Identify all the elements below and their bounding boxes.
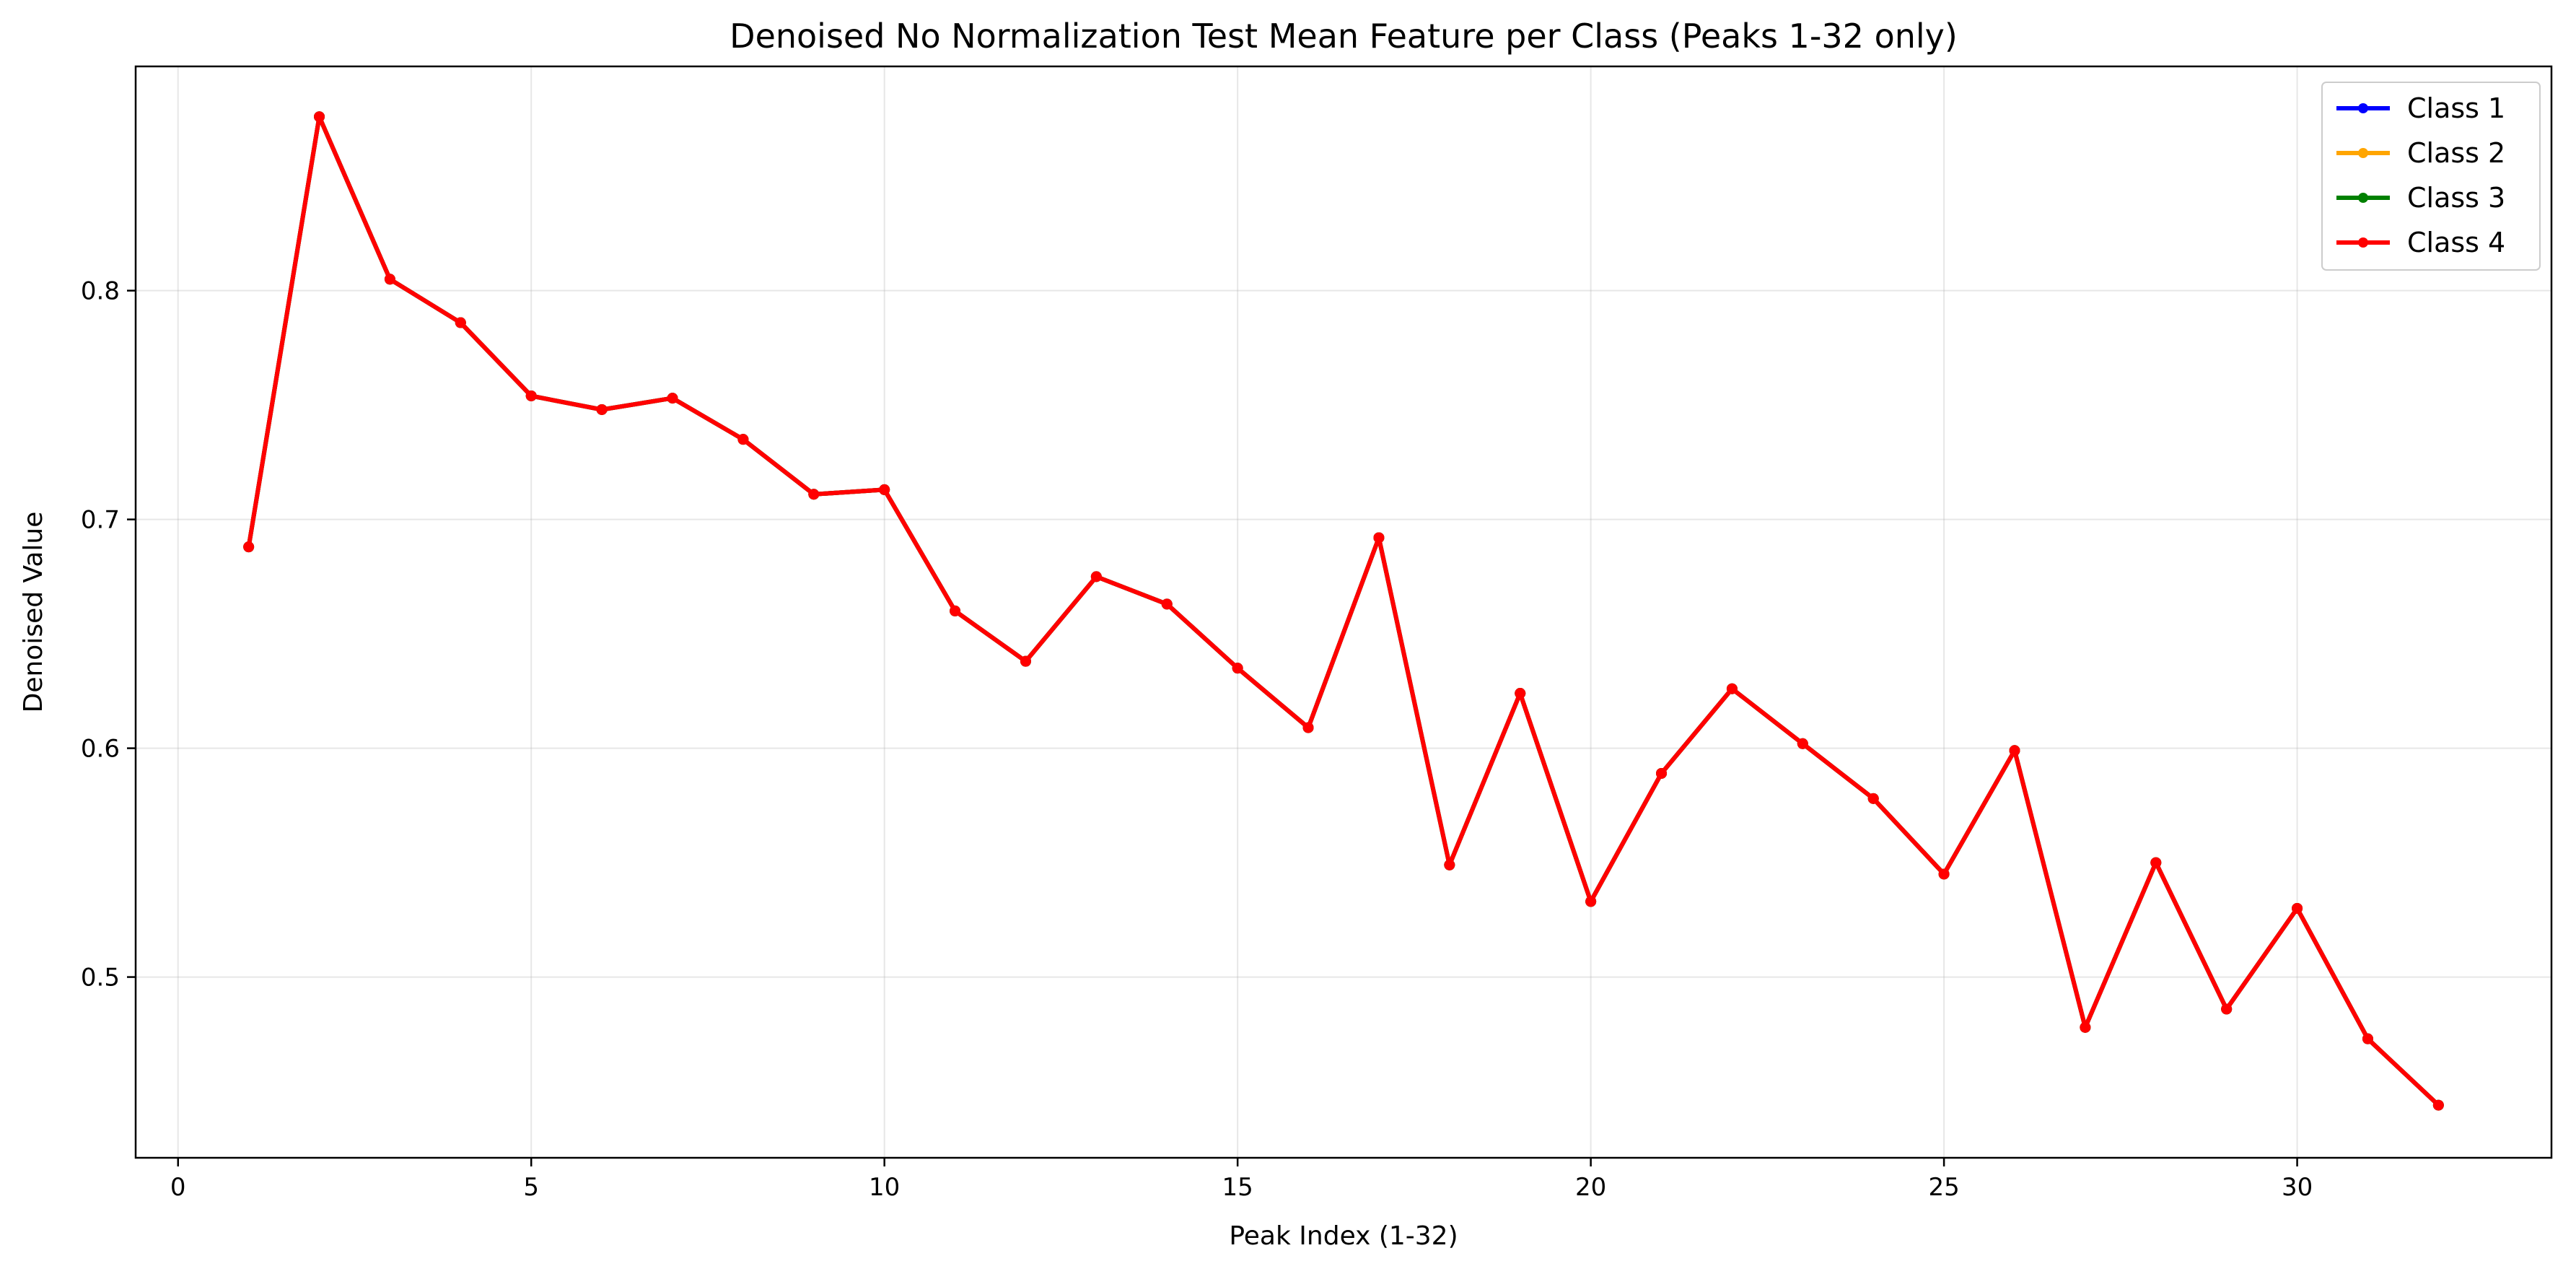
data-point (1656, 767, 1668, 779)
legend-marker (2358, 193, 2368, 203)
data-point (314, 111, 325, 123)
legend-label: Class 2 (2407, 137, 2505, 169)
axis-ticks: 0 5 10 15 20 25 30 0.5 0.6 0.7 0.8 (81, 277, 2313, 1202)
data-point (2292, 902, 2303, 914)
chart-title: Denoised No Normalization Test Mean Feat… (730, 17, 1958, 56)
legend-label: Class 4 (2407, 227, 2505, 258)
x-tick-label: 5 (523, 1173, 539, 1202)
data-point (1726, 683, 1738, 694)
data-point (879, 484, 890, 495)
data-point (2150, 857, 2162, 868)
x-axis-label: Peak Index (1-32) (1229, 1221, 1458, 1251)
data-point (950, 605, 961, 616)
legend-item: Class 3 (2336, 182, 2505, 214)
data-point (1373, 532, 1385, 544)
legend-marker (2358, 103, 2368, 113)
data-point (243, 541, 255, 553)
series-layer (243, 111, 2444, 1111)
legend: Class 1 Class 2 Class 3 Class 4 (2321, 82, 2541, 271)
data-point (2362, 1033, 2373, 1044)
data-point (455, 317, 466, 328)
x-tick-label: 30 (2282, 1173, 2313, 1202)
x-tick-label: 25 (1928, 1173, 1959, 1202)
data-point (1515, 688, 1526, 699)
data-point (1232, 663, 1243, 674)
legend-marker (2358, 237, 2368, 248)
data-point (384, 274, 395, 285)
plot-area-frame (134, 65, 2553, 1159)
x-tick-label: 15 (1222, 1173, 1253, 1202)
y-tick-label: 0.6 (81, 735, 120, 764)
series-4 (243, 111, 2444, 1111)
series-line (246, 114, 2440, 1107)
legend-item: Class 2 (2336, 137, 2505, 169)
data-point (808, 489, 820, 500)
data-point (1020, 655, 1031, 667)
data-point (525, 390, 537, 401)
data-point (737, 434, 749, 445)
data-point (1161, 598, 1173, 610)
y-tick-label: 0.7 (81, 506, 120, 535)
data-point (1444, 859, 1455, 871)
legend-box (2321, 82, 2541, 271)
y-tick-label: 0.5 (81, 964, 120, 992)
grid-lines (136, 66, 2551, 1158)
data-point (1938, 868, 1950, 880)
data-point (667, 393, 678, 404)
data-point (1302, 722, 1314, 733)
x-tick-label: 10 (869, 1173, 900, 1202)
data-point (1585, 896, 1597, 907)
y-axis-label: Denoised Value (19, 512, 48, 713)
data-point (2432, 1099, 2444, 1111)
data-point (1090, 571, 1102, 583)
data-point (596, 403, 608, 415)
data-point (1867, 793, 1879, 804)
data-point (2080, 1021, 2091, 1033)
x-tick-label: 0 (170, 1173, 186, 1202)
y-tick-label: 0.8 (81, 277, 120, 306)
data-point (1797, 738, 1808, 749)
legend-label: Class 3 (2407, 182, 2505, 214)
legend-item: Class 1 (2336, 92, 2505, 124)
legend-item: Class 4 (2336, 227, 2505, 258)
data-point (2221, 1003, 2233, 1015)
data-point (2009, 745, 2020, 756)
legend-label: Class 1 (2407, 92, 2505, 124)
legend-marker (2358, 148, 2368, 158)
x-tick-label: 20 (1575, 1173, 1606, 1202)
